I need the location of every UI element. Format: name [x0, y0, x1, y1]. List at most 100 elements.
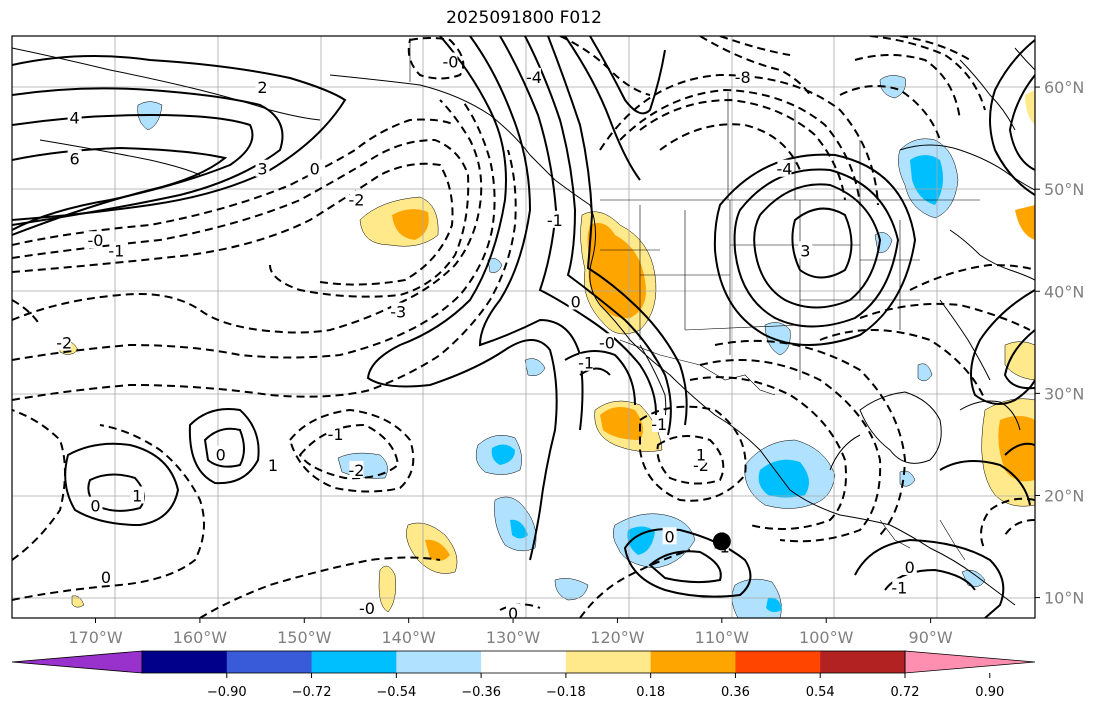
colorbar-tick-label: 0.72: [891, 685, 920, 700]
contour-label-bg: [57, 333, 72, 351]
colorbar-segment: [226, 651, 313, 673]
contour-label: 2: [257, 78, 267, 97]
shade-negative-core: [491, 444, 515, 465]
contour-label-bg: [443, 52, 458, 70]
contour-label-bg: [600, 333, 615, 351]
shade-negative-patch: [917, 363, 933, 382]
lat-tick-label: 30°N: [1044, 384, 1084, 403]
contour-label: -0: [442, 53, 458, 72]
contour-label: -3: [390, 303, 406, 322]
lat-tick-label: 10°N: [1044, 589, 1084, 608]
shade-positive-core: [425, 539, 450, 561]
contour-label: -2: [349, 190, 365, 209]
contour-label-bg: [892, 578, 907, 596]
contour-label: 0: [101, 568, 111, 587]
colorbar-segment: [396, 651, 482, 673]
colorbar-tick-label: 0.36: [721, 685, 750, 700]
contour-label-bg: [349, 190, 364, 208]
contour-label: -1: [651, 415, 667, 434]
contour-label-bg: [255, 159, 270, 177]
contour-label-bg: [255, 78, 270, 96]
contour-label-bg: [547, 210, 562, 228]
colorbar: [11, 650, 1036, 674]
contour-label: -2: [349, 461, 365, 480]
contour-label-bg: [98, 568, 113, 586]
shade-positive-core: [998, 416, 1035, 482]
contour-label-bg: [735, 67, 750, 85]
shade-negative-patch: [612, 513, 696, 569]
contour-label: 0: [90, 497, 100, 516]
shade-negative-patch: [554, 578, 589, 601]
shade-positive-patch: [1004, 341, 1035, 381]
shade-negative-core: [758, 459, 809, 498]
colorbar-segment: [820, 651, 906, 673]
map-gridlines: [12, 36, 1035, 618]
colorbar-tick-label: −0.90: [207, 685, 247, 700]
colorbar-segment: [481, 651, 567, 673]
shade-positive-patch: [1025, 90, 1035, 125]
colorbar-segment: [650, 651, 736, 673]
lat-tick-label: 50°N: [1044, 180, 1084, 199]
contour-label-bg: [307, 159, 322, 177]
contour-label: -1: [891, 578, 907, 597]
contour-label: -0: [88, 231, 104, 250]
colorbar-extend-high: [904, 650, 1036, 674]
shade-positive-core: [587, 222, 646, 319]
contour-label-bg: [652, 415, 667, 432]
contour-label: -1: [328, 425, 344, 444]
shade-negative-patch: [524, 358, 546, 376]
positive-contours: [12, 36, 1035, 618]
colorbar-tick-label: −0.54: [376, 685, 416, 700]
lon-tick-label: 100°W: [799, 628, 854, 647]
contour-label: -2: [56, 333, 72, 352]
colorbar-extend-low: [11, 650, 143, 674]
contour-label: 1: [132, 486, 142, 505]
colorbar-tick-label: 0.54: [806, 685, 835, 700]
contour-label: -8: [735, 68, 751, 87]
colorbar-segment: [311, 651, 397, 673]
contour-label-bg: [902, 557, 917, 575]
contour-label: -1: [547, 211, 563, 230]
shade-positive-core: [392, 209, 429, 240]
contour-label-bg: [88, 231, 103, 249]
contour-label-bg: [349, 460, 364, 478]
lat-tick-label: 20°N: [1044, 486, 1084, 505]
lon-tick-label: 150°W: [277, 628, 332, 647]
contour-label-bg: [88, 496, 103, 514]
contour-label: 3: [800, 241, 810, 260]
contour-label-bg: [506, 603, 521, 618]
contour-label-bg: [130, 486, 145, 504]
colorbar-tick-label: −0.18: [546, 685, 586, 700]
contour-label: 1: [696, 446, 706, 465]
shade-negative-core: [766, 597, 782, 613]
contour-label: 4: [70, 109, 80, 128]
shade-positive-core: [600, 406, 644, 440]
contour-label-bg: [213, 445, 228, 463]
lat-tick-label: 40°N: [1044, 282, 1084, 301]
lon-tick-label: 110°W: [695, 628, 750, 647]
contour-label-bg: [526, 67, 541, 85]
contour-label-bg: [777, 159, 792, 177]
map-frame: [11, 35, 1036, 619]
contour-label: 1: [268, 456, 278, 475]
contour-label-bg: [693, 445, 708, 463]
negative-contours: [12, 36, 1035, 618]
contour-label: -0: [599, 333, 615, 352]
lon-tick-label: 90°W: [909, 628, 953, 647]
political-borders: [409, 38, 980, 561]
contour-label-bg: [798, 241, 813, 259]
contour-label-bg: [67, 108, 82, 126]
coastlines: [12, 47, 1035, 606]
map-title: 2025091800 F012: [446, 8, 602, 28]
lon-tick-label: 130°W: [486, 628, 541, 647]
contour-label: -1: [578, 354, 594, 373]
shade-negative-patch: [764, 322, 791, 356]
contour-label: -0: [359, 599, 375, 618]
lon-tick-label: 140°W: [381, 628, 436, 647]
lon-tick-label: 120°W: [590, 628, 645, 647]
contour-label-bg: [359, 598, 374, 616]
lon-tick-label: 170°W: [68, 628, 123, 647]
location-marker: [712, 532, 731, 551]
